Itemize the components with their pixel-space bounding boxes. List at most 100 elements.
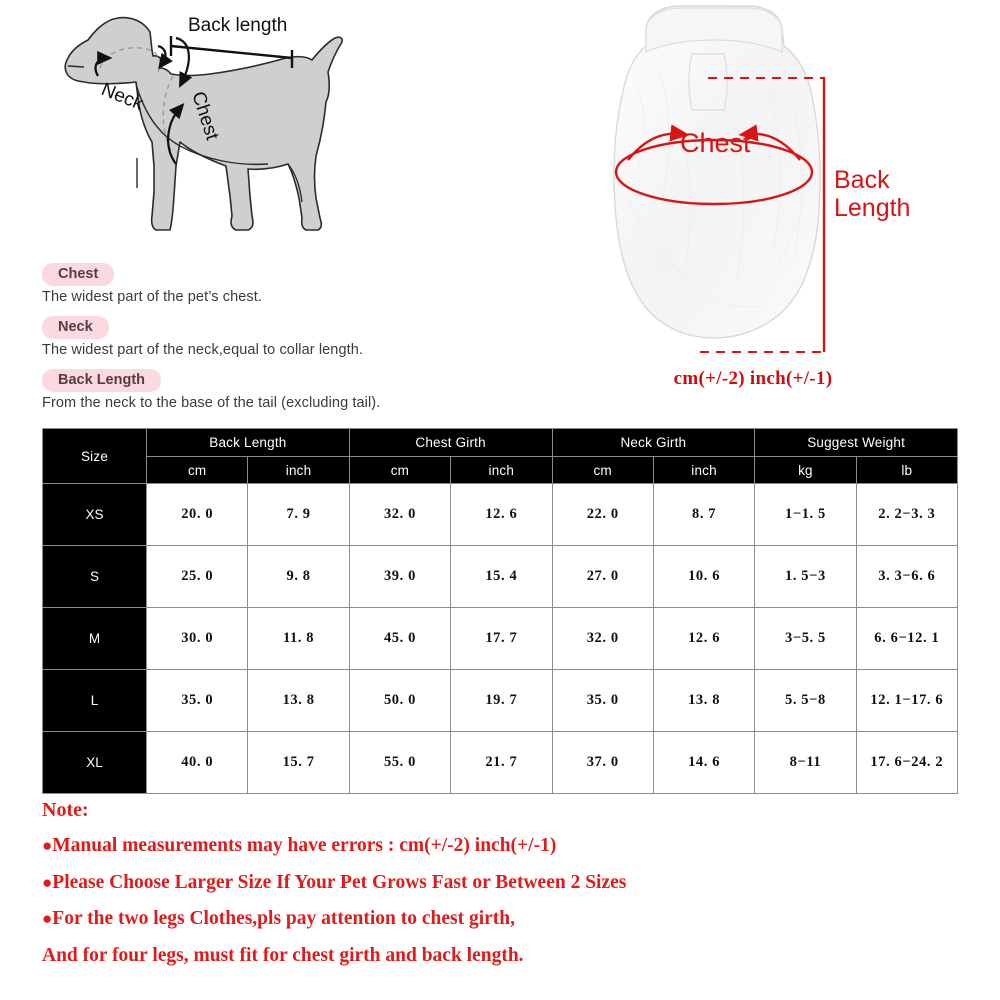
chest-measure-arrow	[167, 36, 193, 165]
table-row: M 30. 0 11. 8 45. 0 17. 7 32. 0 12. 6 3−…	[42, 607, 959, 670]
cell-s-neck-cm: 27. 0	[551, 545, 654, 608]
glossary-item-neck: Neck The widest part of the neck,equal t…	[42, 315, 522, 360]
measurement-glossary: Chest The widest part of the pet’s chest…	[42, 263, 522, 422]
size-chart-table: Size Back Length Chest Girth Neck Girth …	[42, 428, 959, 794]
cell-s-chest-cm: 39. 0	[348, 545, 452, 608]
table-row: XL 40. 0 15. 7 55. 0 21. 7 37. 0 14. 6 8…	[42, 731, 959, 794]
diagram-area: Back length Neck Chest	[0, 0, 1000, 410]
table-header-unit-back-length-inch: inch	[247, 456, 350, 484]
table-header-unit-neck-inch: inch	[652, 456, 756, 484]
cell-l-weight-kg: 5. 5−8	[754, 669, 857, 732]
pet-shirt-icon: Chest Back Length	[613, 5, 910, 353]
note-line-2: ●Please Choose Larger Size If Your Pet G…	[42, 871, 972, 893]
note-text-2: Please Choose Larger Size If Your Pet Gr…	[52, 871, 627, 893]
cell-xs-back-inch: 7. 9	[247, 483, 350, 546]
cell-m-back-inch: 11. 8	[247, 607, 350, 670]
cell-xs-weight-kg: 1−1. 5	[754, 483, 857, 546]
glossary-desc-back-length: From the neck to the base of the tail (e…	[42, 395, 381, 412]
neck-measure-arrow	[94, 44, 173, 77]
cell-m-chest-inch: 17. 7	[450, 607, 553, 670]
cell-l-back-inch: 13. 8	[247, 669, 350, 732]
table-header-unit-chest-inch: inch	[450, 456, 553, 484]
note-bullet-icon: ●	[42, 872, 53, 892]
cell-s-chest-inch: 15. 4	[450, 545, 553, 608]
back-length-measure-line	[169, 36, 294, 68]
cell-xl-back-inch: 15. 7	[247, 731, 350, 794]
table-row-size-s: S	[42, 545, 147, 608]
table-row-size-xl: XL	[42, 731, 147, 794]
cell-s-back-inch: 9. 8	[247, 545, 350, 608]
note-text-4: And for four legs, must fit for chest gi…	[42, 944, 524, 966]
cell-xl-neck-inch: 14. 6	[652, 731, 756, 794]
cell-xs-neck-cm: 22. 0	[551, 483, 654, 546]
table-row: S 25. 0 9. 8 39. 0 15. 4 27. 0 10. 6 1. …	[42, 545, 959, 608]
dog-silhouette-icon: Back length Neck Chest	[64, 15, 343, 231]
table-header-group-suggest-weight: Suggest Weight	[754, 428, 958, 457]
cell-m-back-cm: 30. 0	[145, 607, 249, 670]
cell-xl-weight-kg: 8−11	[754, 731, 857, 794]
note-line-1: ●Manual measurements may have errors : c…	[42, 836, 972, 856]
cell-xs-back-cm: 20. 0	[145, 483, 249, 546]
cell-m-weight-lb: 6. 6−12. 1	[855, 607, 959, 670]
cell-l-neck-cm: 35. 0	[551, 669, 654, 732]
cell-xl-chest-cm: 55. 0	[348, 731, 452, 794]
back-length-label: Back length	[188, 15, 287, 36]
cell-s-neck-inch: 10. 6	[652, 545, 756, 608]
table-header-group-neck-girth: Neck Girth	[551, 428, 756, 457]
table-row-size-m: M	[42, 607, 147, 670]
table-row: L 35. 0 13. 8 50. 0 19. 7 35. 0 13. 8 5.…	[42, 669, 959, 732]
table-header-row-units: cm inch cm inch cm inch kg lb	[43, 456, 959, 484]
glossary-desc-neck: The widest part of the neck,equal to col…	[42, 342, 364, 359]
garment-chest-label: Chest	[680, 128, 751, 158]
cell-m-chest-cm: 45. 0	[348, 607, 452, 670]
garment-measurement-diagram: Chest Back Length	[588, 0, 918, 370]
cell-l-chest-inch: 19. 7	[450, 669, 553, 732]
glossary-chip-back-length: Back Length	[42, 368, 162, 393]
note-line-3: ●For the two legs Clothes,pls pay attent…	[42, 909, 972, 929]
table-header-unit-weight-lb: lb	[855, 456, 959, 484]
cell-xs-chest-inch: 12. 6	[450, 483, 553, 546]
glossary-desc-chest: The widest part of the pet’s chest.	[42, 289, 263, 306]
table-header-unit-neck-cm: cm	[551, 456, 654, 484]
cell-s-weight-kg: 1. 5−3	[754, 545, 857, 608]
table-header-unit-back-length-cm: cm	[145, 456, 249, 484]
cell-xl-weight-lb: 17. 6−24. 2	[855, 731, 959, 794]
tolerance-caption: cm(+/-2) inch(+/-1)	[673, 368, 833, 389]
table-header-unit-weight-kg: kg	[754, 456, 857, 484]
table-header: Size Back Length Chest Girth Neck Girth …	[42, 428, 959, 484]
dog-measurement-diagram: Back length Neck Chest	[40, 6, 380, 256]
cell-m-neck-cm: 32. 0	[551, 607, 654, 670]
table-header-row-groups: Size Back Length Chest Girth Neck Girth …	[42, 428, 958, 484]
cell-l-weight-lb: 12. 1−17. 6	[855, 669, 959, 732]
table-body: XS 20. 0 7. 9 32. 0 12. 6 22. 0 8. 7 1−1…	[42, 483, 959, 794]
note-line-4: And for four legs, must fit for chest gi…	[42, 944, 972, 966]
chest-girth-ellipse	[614, 138, 814, 206]
table-header-unit-chest-cm: cm	[348, 456, 452, 484]
table-row-size-xs: XS	[42, 483, 147, 546]
table-header-group-back-length: Back Length	[146, 428, 350, 457]
cell-m-neck-inch: 12. 6	[652, 607, 756, 670]
cell-l-neck-inch: 13. 8	[652, 669, 756, 732]
cell-m-weight-kg: 3−5. 5	[754, 607, 857, 670]
glossary-item-back-length: Back Length From the neck to the base of…	[42, 368, 522, 413]
cell-s-weight-lb: 3. 3−6. 6	[855, 545, 959, 608]
notes-title: Note:	[42, 799, 89, 821]
cell-xl-chest-inch: 21. 7	[450, 731, 553, 794]
note-text-3: For the two legs Clothes,pls pay attenti…	[52, 908, 516, 929]
glossary-item-chest: Chest The widest part of the pet’s chest…	[42, 263, 522, 307]
table-header-size: Size	[42, 428, 147, 484]
note-bullet-icon: ●	[42, 909, 53, 928]
cell-xl-neck-cm: 37. 0	[551, 731, 654, 794]
glossary-chip-neck: Neck	[42, 315, 109, 340]
table-row: XS 20. 0 7. 9 32. 0 12. 6 22. 0 8. 7 1−1…	[42, 483, 959, 546]
cell-xl-back-cm: 40. 0	[145, 731, 249, 794]
table-header-group-chest-girth: Chest Girth	[348, 428, 553, 457]
cell-xs-weight-lb: 2. 2−3. 3	[855, 483, 959, 546]
notes-section: Note: ●Manual measurements may have erro…	[42, 800, 972, 982]
cell-xs-chest-cm: 32. 0	[348, 483, 452, 546]
cell-l-back-cm: 35. 0	[145, 669, 249, 732]
garment-back-length-label-line1: Back	[834, 166, 890, 194]
note-text-1: Manual measurements may have errors : cm…	[52, 835, 557, 856]
table-row-size-l: L	[42, 669, 147, 732]
cell-xs-neck-inch: 8. 7	[652, 483, 756, 546]
